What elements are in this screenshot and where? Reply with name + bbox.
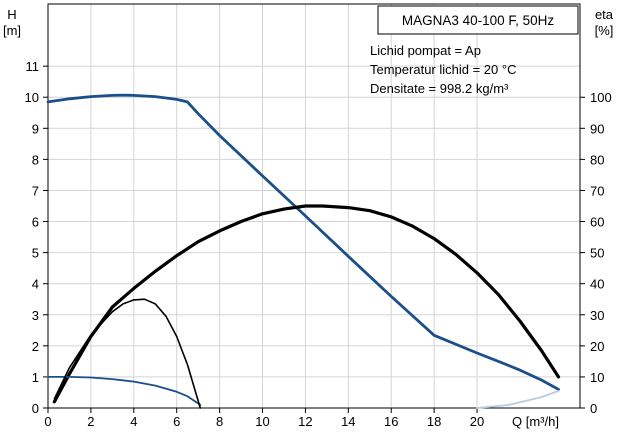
y-left-tick-label: 1 [32, 370, 39, 385]
y-right-tick-label: 90 [590, 121, 604, 136]
y-right-axis-label: eta [595, 7, 614, 22]
y-right-tick-label: 40 [590, 277, 604, 292]
x-tick-label: 8 [216, 414, 223, 429]
y-right-tick-label: 20 [590, 339, 604, 354]
series-head-min [47, 375, 202, 406]
y-left-tick-label: 8 [32, 152, 39, 167]
x-tick-label: 18 [427, 414, 441, 429]
series-efficiency-min [53, 298, 202, 409]
y-left-tick-label: 11 [26, 59, 40, 74]
y-right-tick-label: 50 [590, 246, 604, 261]
series-head-extension [476, 389, 560, 409]
x-tick-label: 16 [384, 414, 398, 429]
info-line: Temperatur lichid = 20 °C [370, 62, 516, 77]
y-right-axis-unit: [%] [595, 23, 614, 38]
series-layer [46, 93, 561, 409]
y-left-axis-unit: [m] [3, 23, 21, 38]
axis-layer: 0 2 4 6 8 10 12 14 16 18 2001234567891011010203040… [25, 3, 612, 429]
title-box [377, 5, 579, 35]
series-efficiency-max [52, 204, 561, 404]
x-tick-label: 2 [87, 414, 94, 429]
y-left-tick-label: 3 [32, 308, 39, 323]
y-left-tick-label: 9 [32, 121, 39, 136]
y-left-tick-label: 5 [32, 246, 39, 261]
label-layer: H[m] eta[%] Q [m³/h] MAGNA3 40-100 F, 50Hz L… [3, 5, 614, 429]
y-left-tick-label: 4 [32, 277, 39, 292]
y-right-tick-label: 70 [590, 183, 604, 198]
y-right-tick-label: 100 [590, 90, 612, 105]
plot-frame [47, 3, 581, 409]
x-axis-label: Q [m³/h] [512, 414, 559, 429]
y-right-tick-label: 30 [590, 308, 604, 323]
y-right-tick-label: 60 [590, 215, 604, 230]
y-left-tick-label: 10 [25, 90, 39, 105]
x-tick-label: 10 [255, 414, 269, 429]
y-left-tick-label: 0 [32, 401, 39, 416]
y-right-tick-label: 80 [590, 152, 604, 167]
chart-title: MAGNA3 40-100 F, 50Hz [402, 13, 555, 28]
info-line: Densitate = 998.2 kg/m³ [370, 81, 509, 96]
x-tick-label: 4 [130, 414, 137, 429]
x-tick-label: 20 [470, 414, 484, 429]
series-head-max [46, 93, 560, 391]
y-left-tick-label: 7 [32, 183, 39, 198]
y-left-axis-label: H [7, 7, 16, 22]
x-tick-label: 14 [341, 414, 355, 429]
y-left-tick-label: 2 [32, 339, 39, 354]
info-line: Lichid pompat = Ap [370, 43, 481, 58]
x-tick-label: 0 [44, 414, 51, 429]
y-left-tick-label: 6 [32, 215, 39, 230]
x-tick-label: 6 [173, 414, 180, 429]
x-tick-label: 12 [298, 414, 312, 429]
y-right-tick-label: 0 [590, 401, 597, 416]
y-right-tick-label: 10 [590, 370, 604, 385]
